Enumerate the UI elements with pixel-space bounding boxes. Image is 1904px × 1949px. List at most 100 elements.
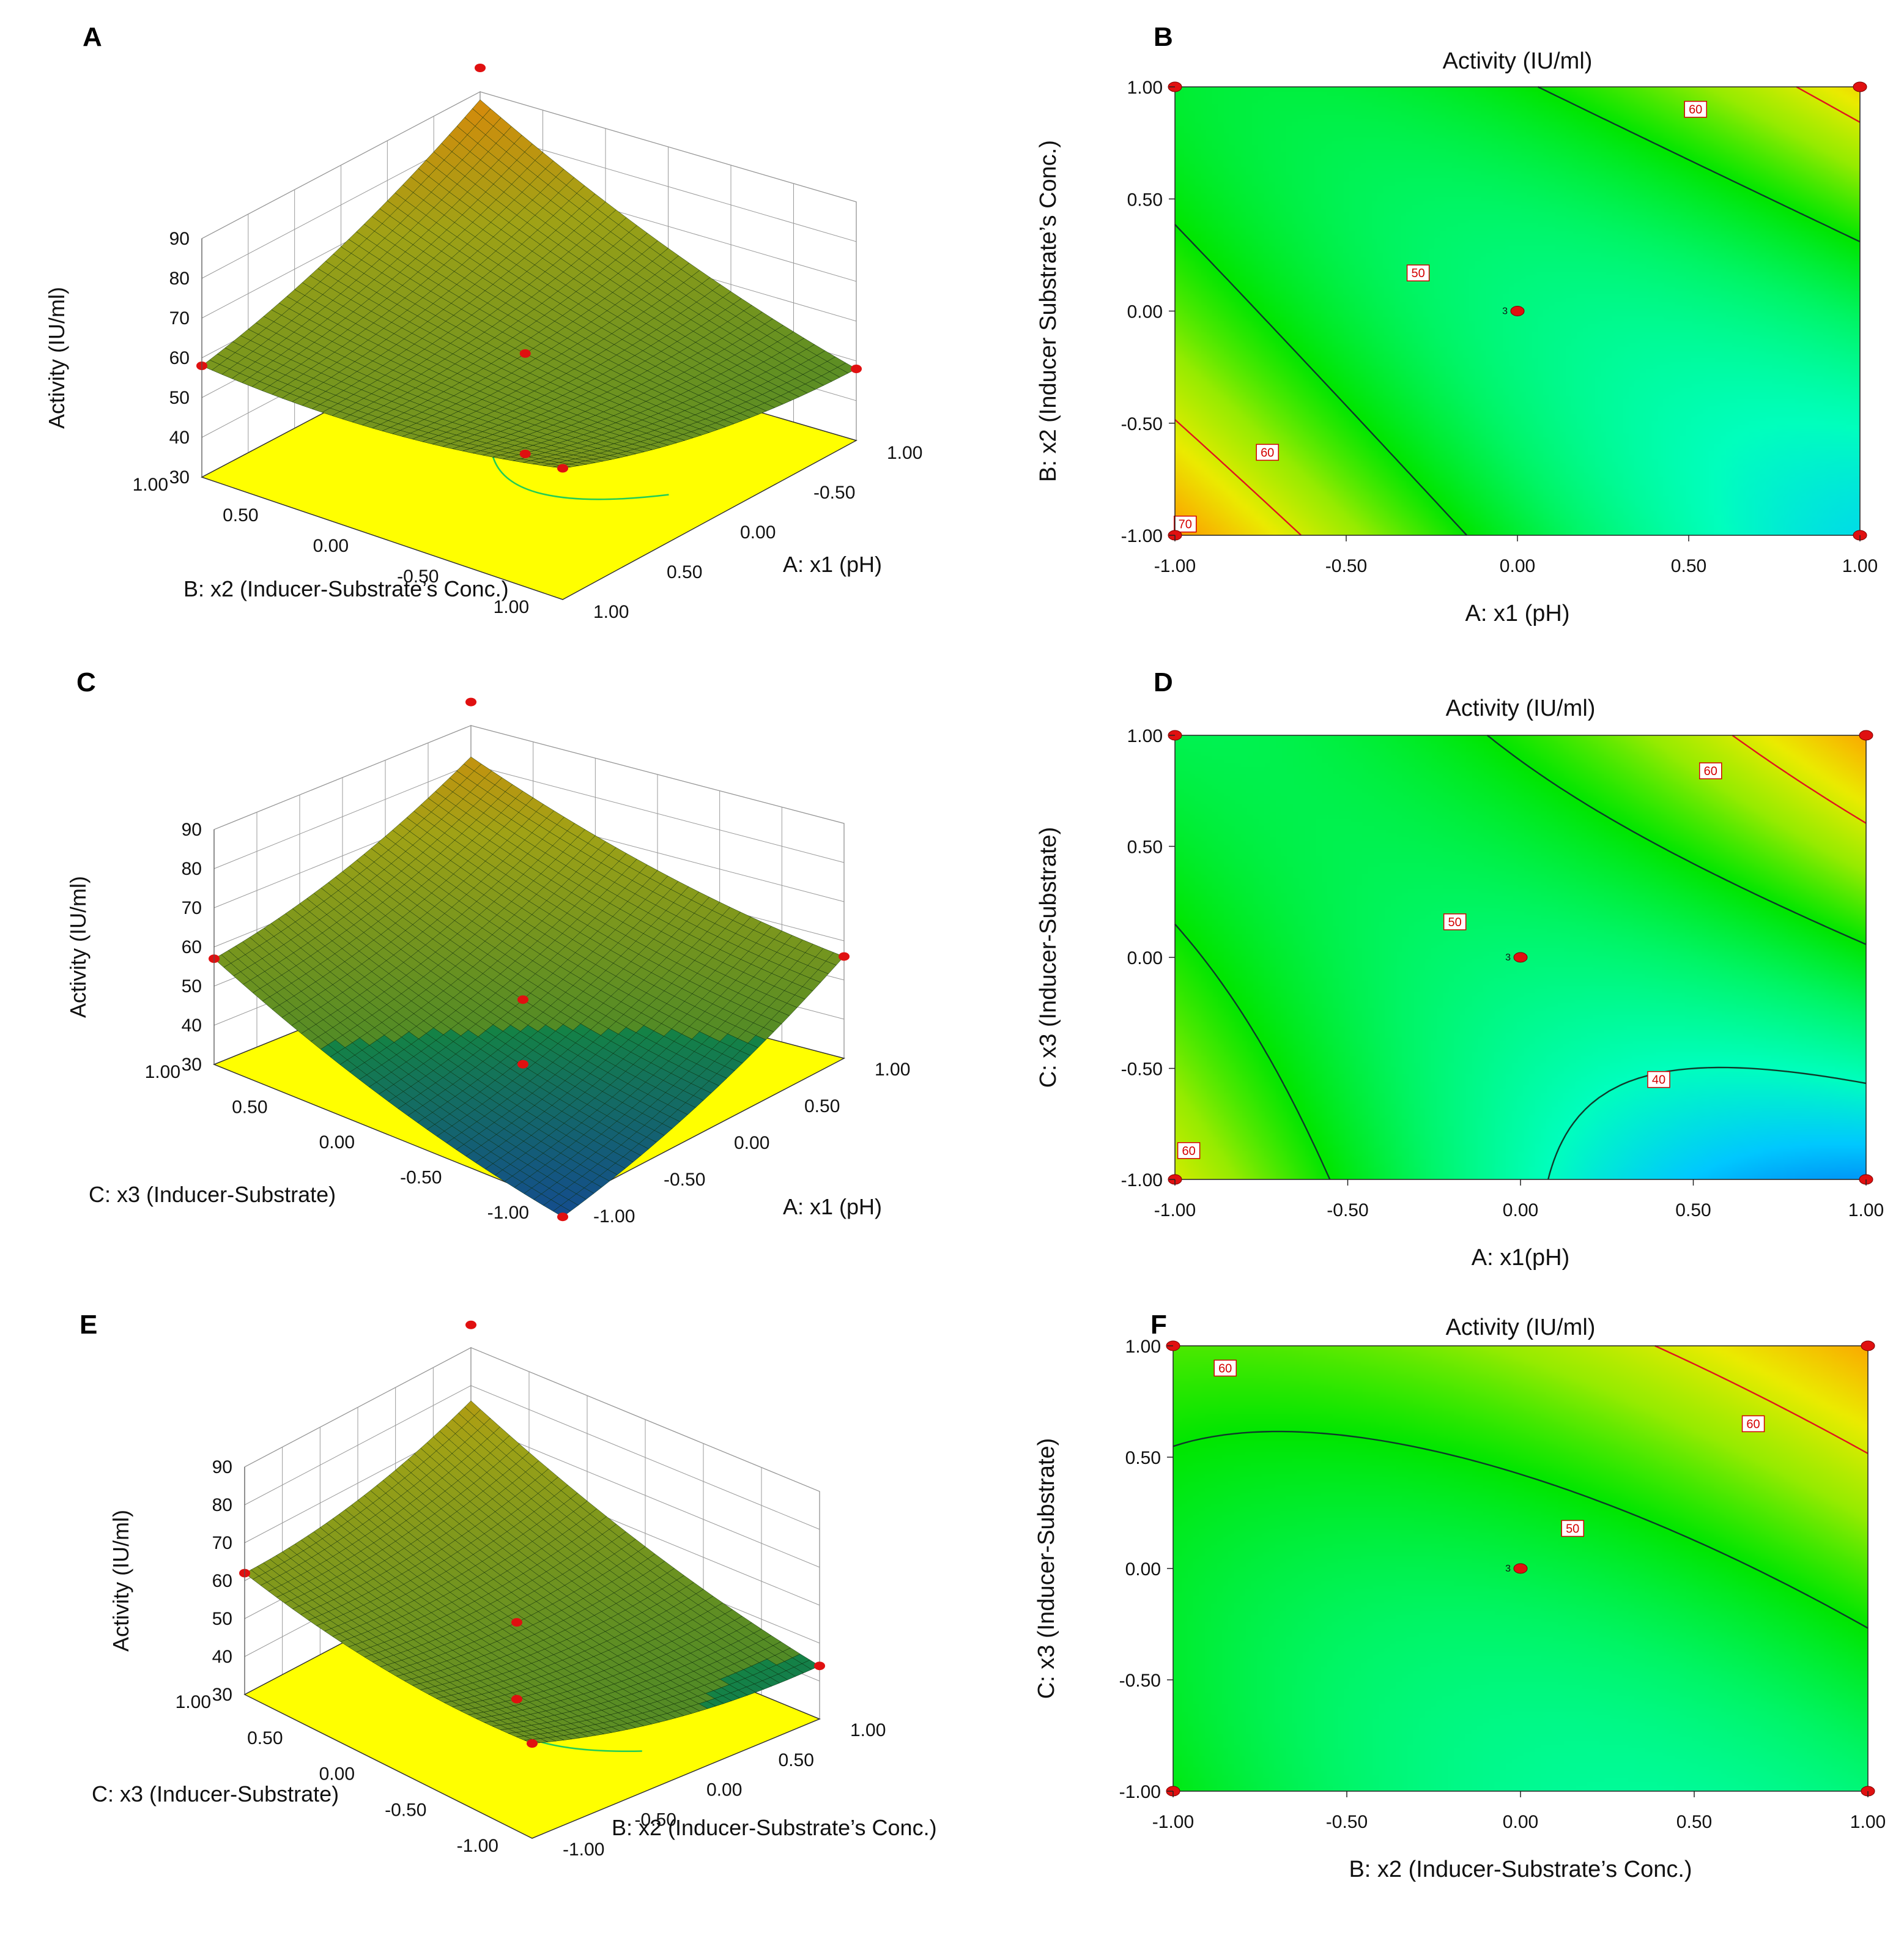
panel-f: F 50 60 60 3 -1.00 -0.50 0.00 0.50 1.00 -1.00 -0.5… xyxy=(952,1297,1904,1949)
wall-grid-line xyxy=(480,131,857,242)
contour-line-60 xyxy=(1654,1345,1869,1455)
y-tick-label: -1.00 xyxy=(487,1203,529,1223)
x-tick-label: -1.00 xyxy=(1152,1812,1194,1832)
x-tick-label: 0.00 xyxy=(740,522,776,543)
y-tick-label: 0.50 xyxy=(223,505,258,525)
center-design-point xyxy=(519,349,531,358)
corner-design-point xyxy=(557,1212,568,1222)
panel-d: D 40 50 60 60 3 -1.00 -0.50 0.00 0.50 1.00 -1.00 -0… xyxy=(952,648,1904,1297)
z-tick-label: 50 xyxy=(169,388,190,408)
corner-design-point xyxy=(465,697,476,707)
x-tick-label: 0.00 xyxy=(734,1133,769,1153)
x-tick-label: -1.00 xyxy=(563,1839,604,1860)
z-tick-label: 30 xyxy=(212,1685,232,1705)
y-tick-label: -1.00 xyxy=(1119,1782,1161,1802)
y-axis-label: B: x2 (Inducer Substrate’s Conc.) xyxy=(1035,140,1061,482)
contour-line-50 xyxy=(1172,1430,1869,1629)
corner-design-point xyxy=(557,464,568,473)
z-tick-label: 50 xyxy=(182,976,202,997)
y-tick-label: 0.50 xyxy=(247,1728,283,1748)
x-axis-label: B: x2 (Inducer-Substrate’s Conc.) xyxy=(1349,1857,1692,1882)
contour-label: 60 xyxy=(1218,1362,1232,1375)
z-axis-label: Activity (IU/ml) xyxy=(108,1510,133,1652)
y-axis-label: C: x3 (Inducer-Substrate) xyxy=(1034,1438,1059,1699)
contour-label-box xyxy=(1684,100,1707,118)
z-tick-label: 80 xyxy=(182,859,202,879)
y-tick-label: -1.00 xyxy=(457,1836,498,1856)
contour-label-box xyxy=(1256,444,1279,461)
y-tick-label: 0.00 xyxy=(1125,1559,1161,1580)
y-tick-label: -0.50 xyxy=(1121,1060,1163,1080)
panel-b: B 50 60 60 70 3 -1.00 -0.50 0.00 0.50 1.00 -1.00 -0… xyxy=(952,0,1904,648)
x-axis-label: A: x1 (pH) xyxy=(783,552,882,577)
panel-label-f: F xyxy=(1150,1310,1167,1340)
contour-label: 70 xyxy=(1179,518,1192,532)
wall-grid-line xyxy=(480,91,857,202)
z-tick-label: 60 xyxy=(182,937,202,957)
center-point-label: 3 xyxy=(1502,306,1508,317)
design-point xyxy=(1861,1340,1875,1351)
y-tick-label: -0.50 xyxy=(1119,1671,1161,1691)
x-tick-label: -1.00 xyxy=(1154,1200,1196,1220)
x-tick-label: 0.50 xyxy=(779,1750,814,1770)
center-point xyxy=(1513,1563,1528,1574)
wall-grid-line xyxy=(470,764,845,863)
corner-design-point xyxy=(814,1661,825,1671)
panel-a: A 30 40 50 60 70 80 90 Activity (IU/ml) 1.00 0.50… xyxy=(0,0,952,648)
x-tick-label: 0.00 xyxy=(1503,1200,1538,1220)
y-tick-label: 0.50 xyxy=(232,1097,267,1118)
center-point-label: 3 xyxy=(1505,1564,1511,1574)
chart-title: Activity (IU/ml) xyxy=(1443,48,1593,74)
contour-line-50 xyxy=(1174,735,1867,1180)
y-tick-label: 1.00 xyxy=(1127,726,1163,746)
y-tick-label: 0.00 xyxy=(319,1132,355,1153)
contour-label-box xyxy=(1443,913,1467,930)
contour-line-50 xyxy=(1174,86,1861,536)
y-tick-label: 1.00 xyxy=(1125,1337,1161,1357)
wall-grid-line xyxy=(244,1347,472,1468)
x-tick-label: 0.50 xyxy=(667,562,702,582)
contour-label: 60 xyxy=(1689,103,1702,117)
y-tick-label: 1.00 xyxy=(133,475,168,495)
wall-grid-line xyxy=(201,91,481,239)
y-axis-label: C: x3 (Inducer-Substrate) xyxy=(92,1781,339,1806)
chart-title: Activity (IU/ml) xyxy=(1446,1315,1596,1340)
z-tick-label: 40 xyxy=(212,1647,232,1667)
corner-design-point xyxy=(465,1320,476,1329)
z-tick-label: 40 xyxy=(169,428,190,448)
contour-label-box xyxy=(1561,1520,1584,1537)
panel-label-c: C xyxy=(76,667,96,697)
contour-label: 50 xyxy=(1566,1522,1579,1535)
x-tick-label: 0.00 xyxy=(1500,556,1535,576)
y-tick-label: 0.00 xyxy=(313,536,349,556)
x-tick-label: 1.00 xyxy=(850,1720,886,1740)
x-tick-label: 1.00 xyxy=(875,1060,910,1080)
center-point-label: 3 xyxy=(1505,952,1511,963)
x-tick-label: -0.50 xyxy=(1327,1200,1368,1220)
z-tick-label: 90 xyxy=(182,820,202,840)
x-tick-label: 0.50 xyxy=(1671,556,1706,576)
x-tick-label: 0.50 xyxy=(1675,1200,1711,1220)
panel-label-b: B xyxy=(1154,22,1173,52)
wall-grid-line xyxy=(470,1423,820,1568)
y-tick-label: 1.00 xyxy=(176,1692,211,1712)
center-point xyxy=(1513,952,1528,963)
center-design-point xyxy=(511,1618,522,1627)
center-design-point-low xyxy=(517,1060,528,1069)
y-tick-label: 1.00 xyxy=(1127,78,1163,98)
x-tick-label: 0.50 xyxy=(1676,1812,1712,1832)
y-tick-label: -0.50 xyxy=(1121,414,1163,434)
chart-title: Activity (IU/ml) xyxy=(1446,696,1596,721)
contour-label-box xyxy=(1177,1142,1201,1159)
x-tick-label: -0.50 xyxy=(813,483,855,503)
x-tick-label: 1.00 xyxy=(1848,1200,1884,1220)
x-tick-label: 1.00 xyxy=(887,443,922,463)
panel-label-e: E xyxy=(80,1310,97,1340)
z-axis-label: Activity (IU/ml) xyxy=(44,287,69,429)
contour-line-60 xyxy=(1174,86,1861,536)
y-tick-label: 1.00 xyxy=(145,1062,180,1082)
design-point xyxy=(1853,81,1867,92)
center-design-point-low xyxy=(511,1695,522,1704)
y-tick-label: -0.50 xyxy=(385,1800,426,1820)
z-tick-label: 50 xyxy=(212,1609,232,1629)
